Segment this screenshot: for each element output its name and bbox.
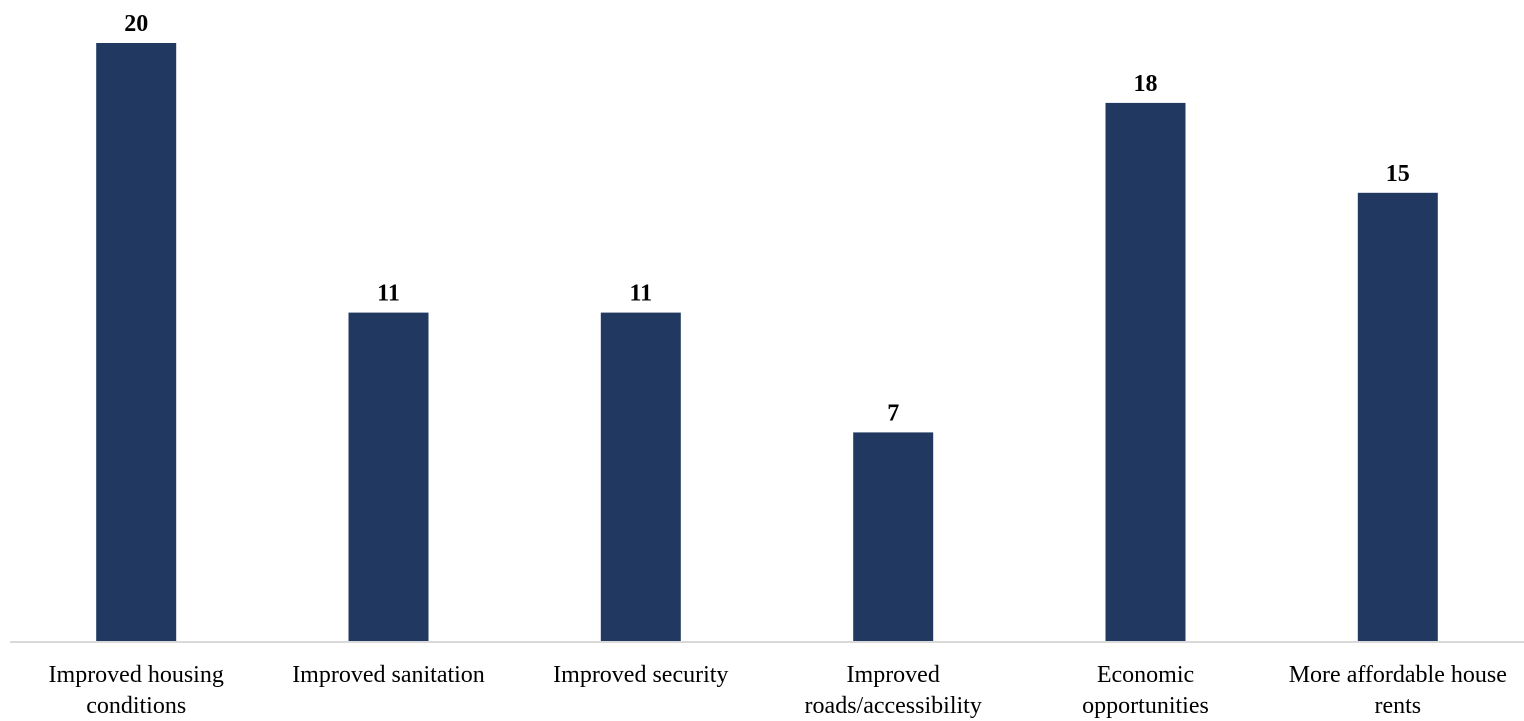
category-label-0: Improved housing conditions — [49, 662, 224, 719]
value-labels-layer: 20 11 11 7 18 15 — [124, 11, 1410, 426]
category-label-line: conditions — [86, 693, 186, 719]
data-label-3: 7 — [887, 400, 899, 426]
data-label-5: 15 — [1386, 161, 1410, 187]
bar-5 — [1357, 192, 1438, 643]
category-label-3: Improved roads/accessibility — [805, 662, 982, 719]
category-label-line: Economic — [1097, 662, 1194, 688]
category-label-1: Improved sanitation — [292, 662, 485, 688]
category-label-line: Improved — [847, 662, 940, 688]
category-label-5: More affordable house rents — [1289, 662, 1507, 719]
bars-layer — [96, 43, 1438, 643]
category-label-line: Improved housing — [49, 662, 224, 688]
bar-4 — [1105, 102, 1186, 642]
category-label-line: roads/accessibility — [805, 693, 982, 719]
data-label-2: 11 — [629, 281, 652, 307]
category-label-4: Economic opportunities — [1082, 662, 1209, 719]
data-label-0: 20 — [124, 11, 148, 37]
category-label-line: opportunities — [1082, 693, 1209, 719]
category-label-2: Improved security — [553, 662, 728, 688]
bar-2 — [600, 312, 681, 642]
category-label-line: rents — [1374, 693, 1421, 719]
category-label-line: Improved security — [553, 662, 728, 688]
category-label-line: Improved sanitation — [292, 662, 485, 688]
bar-0 — [96, 43, 177, 642]
data-label-4: 18 — [1134, 71, 1158, 97]
data-label-1: 11 — [377, 281, 400, 307]
bar-3 — [853, 432, 934, 643]
category-label-line: More affordable house — [1289, 662, 1507, 688]
bar-1 — [348, 312, 429, 642]
category-labels-layer: Improved housing conditions Improved sanit… — [49, 662, 1507, 719]
